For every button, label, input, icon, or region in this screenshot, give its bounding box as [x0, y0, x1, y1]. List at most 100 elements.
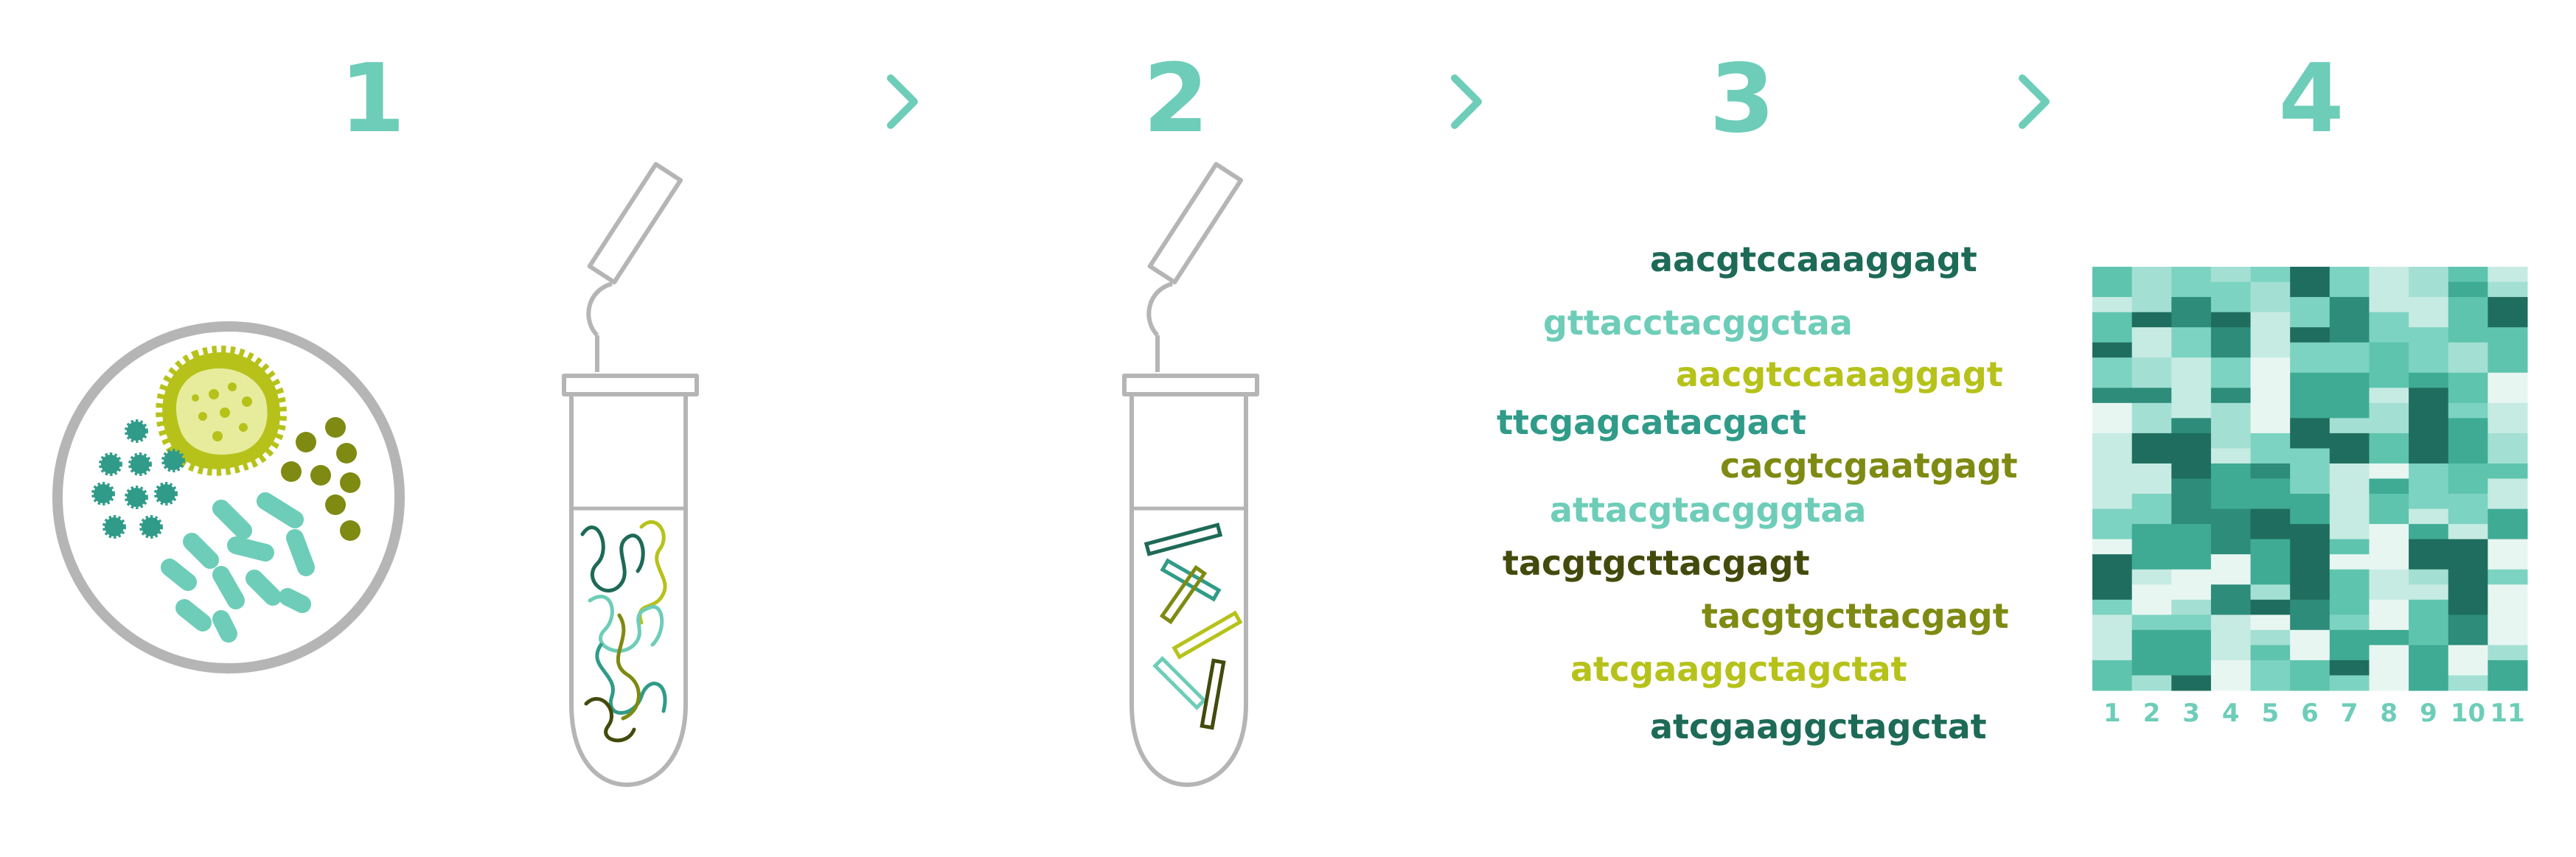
heatmap-column-label: 1: [2103, 699, 2121, 728]
heatmap-cell: [2092, 357, 2133, 388]
heatmap-cell: [2290, 327, 2330, 343]
heatmap-cell: [2409, 372, 2449, 388]
heatmap-cell: [2369, 433, 2409, 464]
heatmap-cell: [2290, 418, 2330, 449]
heatmap-column-label: 10: [2450, 699, 2486, 728]
heatmap-cell: [2329, 615, 2370, 631]
heatmap-cell: [2488, 660, 2528, 691]
heatmap-cell: [2369, 494, 2409, 525]
heatmap-cell: [2290, 342, 2330, 374]
heatmap-cell: [2409, 463, 2449, 510]
heatmap-cell: [2448, 569, 2488, 615]
heatmap-cell: [2329, 554, 2370, 570]
heatmap-cell: [2448, 281, 2488, 298]
heatmap-cell: [2329, 433, 2370, 464]
heatmap-cell: [2290, 494, 2330, 525]
heatmap-cell: [2210, 281, 2252, 313]
heatmap-cell: [2131, 402, 2172, 434]
step-number-1: 1: [339, 44, 405, 154]
heatmap-cell: [2448, 297, 2488, 343]
heatmap-cell: [2369, 524, 2409, 570]
heatmap-cell: [2290, 297, 2330, 328]
heatmap-cell: [2131, 675, 2172, 691]
microcentrifuge-tube-icon: [562, 161, 699, 787]
heatmap-cell: [2409, 524, 2449, 540]
heatmap-cell: [2488, 433, 2528, 464]
heatmap-cell: [2448, 402, 2488, 419]
virus-group: [91, 419, 185, 539]
heatmap-cell: [2250, 629, 2291, 646]
step-number-3: 3: [1709, 44, 1775, 154]
heatmap-cell: [2250, 508, 2291, 540]
step-number-4: 4: [2278, 44, 2344, 154]
heatmap-cell: [2171, 675, 2212, 691]
heatmap-cell: [2092, 615, 2133, 661]
heatmap-cell: [2448, 342, 2488, 374]
heatmap-cell: [2448, 267, 2488, 283]
heatmap-cell: [2488, 267, 2528, 283]
heatmap-cell: [2290, 629, 2330, 661]
heatmap-cell: [2409, 539, 2449, 570]
heatmap-cell: [2329, 645, 2370, 661]
heatmap-cell: [2250, 645, 2291, 661]
heatmap-cell: [2250, 584, 2291, 601]
chevron-right-icon: [887, 74, 918, 129]
heatmap-cell: [2448, 418, 2488, 464]
heatmap-cell: [2250, 357, 2291, 374]
heatmap-cell: [2210, 357, 2252, 388]
sequence-read: gttacctacggctaa: [1543, 303, 1853, 343]
heatmap-cell: [2329, 342, 2370, 374]
heatmap-cell: [2329, 539, 2370, 555]
heatmap-cell: [2488, 508, 2528, 540]
heatmap-cell: [2409, 267, 2449, 298]
heatmap-cell: [2210, 388, 2252, 404]
heatmap-cell: [2210, 402, 2252, 449]
sequence-read: tacgtgcttacgagt: [1503, 543, 1810, 583]
heatmap-cell: [2369, 312, 2409, 343]
heatmap-cell: [2448, 463, 2488, 494]
heatmap-cell: [2369, 599, 2409, 631]
heatmap-cell: [2131, 463, 2172, 494]
heatmap-cell: [2250, 599, 2291, 615]
heatmap-cell: [2092, 539, 2133, 555]
heatmap-cell: [2290, 599, 2330, 631]
heatmap-cell: [2250, 463, 2291, 479]
heatmap-cell: [2250, 615, 2291, 631]
heatmap-cell: [2488, 327, 2528, 374]
heatmap-cell: [2369, 342, 2409, 388]
heatmap-cell: [2131, 569, 2172, 585]
heatmap-cell: [2409, 433, 2449, 464]
heatmap-cell: [2171, 297, 2212, 328]
heatmap-cell: [2210, 327, 2252, 358]
heatmap-cell: [2250, 402, 2291, 434]
heatmap-cell: [2369, 463, 2409, 479]
heatmap-cell: [2409, 599, 2449, 646]
heatmap-cell: [2448, 615, 2488, 646]
dna-strands: [580, 520, 667, 743]
cocci-group: [281, 417, 361, 541]
heatmap-cell: [2290, 372, 2330, 419]
heatmap-cell: [2488, 569, 2528, 585]
heatmap-cell: [2131, 267, 2172, 313]
heatmap-cell: [2171, 615, 2212, 631]
heatmap-cell: [2171, 267, 2212, 298]
sequence-read: attacgtacgggtaa: [1550, 490, 1867, 530]
heatmap-column-label: 8: [2380, 699, 2398, 728]
heatmap-cell: [2171, 357, 2212, 374]
heatmap-cell: [2329, 297, 2370, 343]
heatmap-cell: [2210, 584, 2252, 615]
heatmap-cell: [2409, 508, 2449, 525]
heatmap-cell: [2409, 569, 2449, 585]
heatmap-cell: [2448, 372, 2488, 404]
heatmap-cell: [2250, 660, 2291, 691]
heatmap-cell: [2131, 524, 2172, 570]
heatmap-cell: [2210, 312, 2252, 328]
heatmap-cell: [2329, 660, 2370, 676]
heatmap-cell: [2369, 402, 2409, 434]
heatmap-column-label: 4: [2221, 699, 2240, 728]
heatmap-column-label: 5: [2261, 699, 2280, 728]
dna-fragments: [1143, 522, 1243, 730]
heatmap-cell: [2250, 297, 2291, 313]
heatmap-cell: [2329, 418, 2370, 434]
heatmap-cell: [2409, 645, 2449, 691]
